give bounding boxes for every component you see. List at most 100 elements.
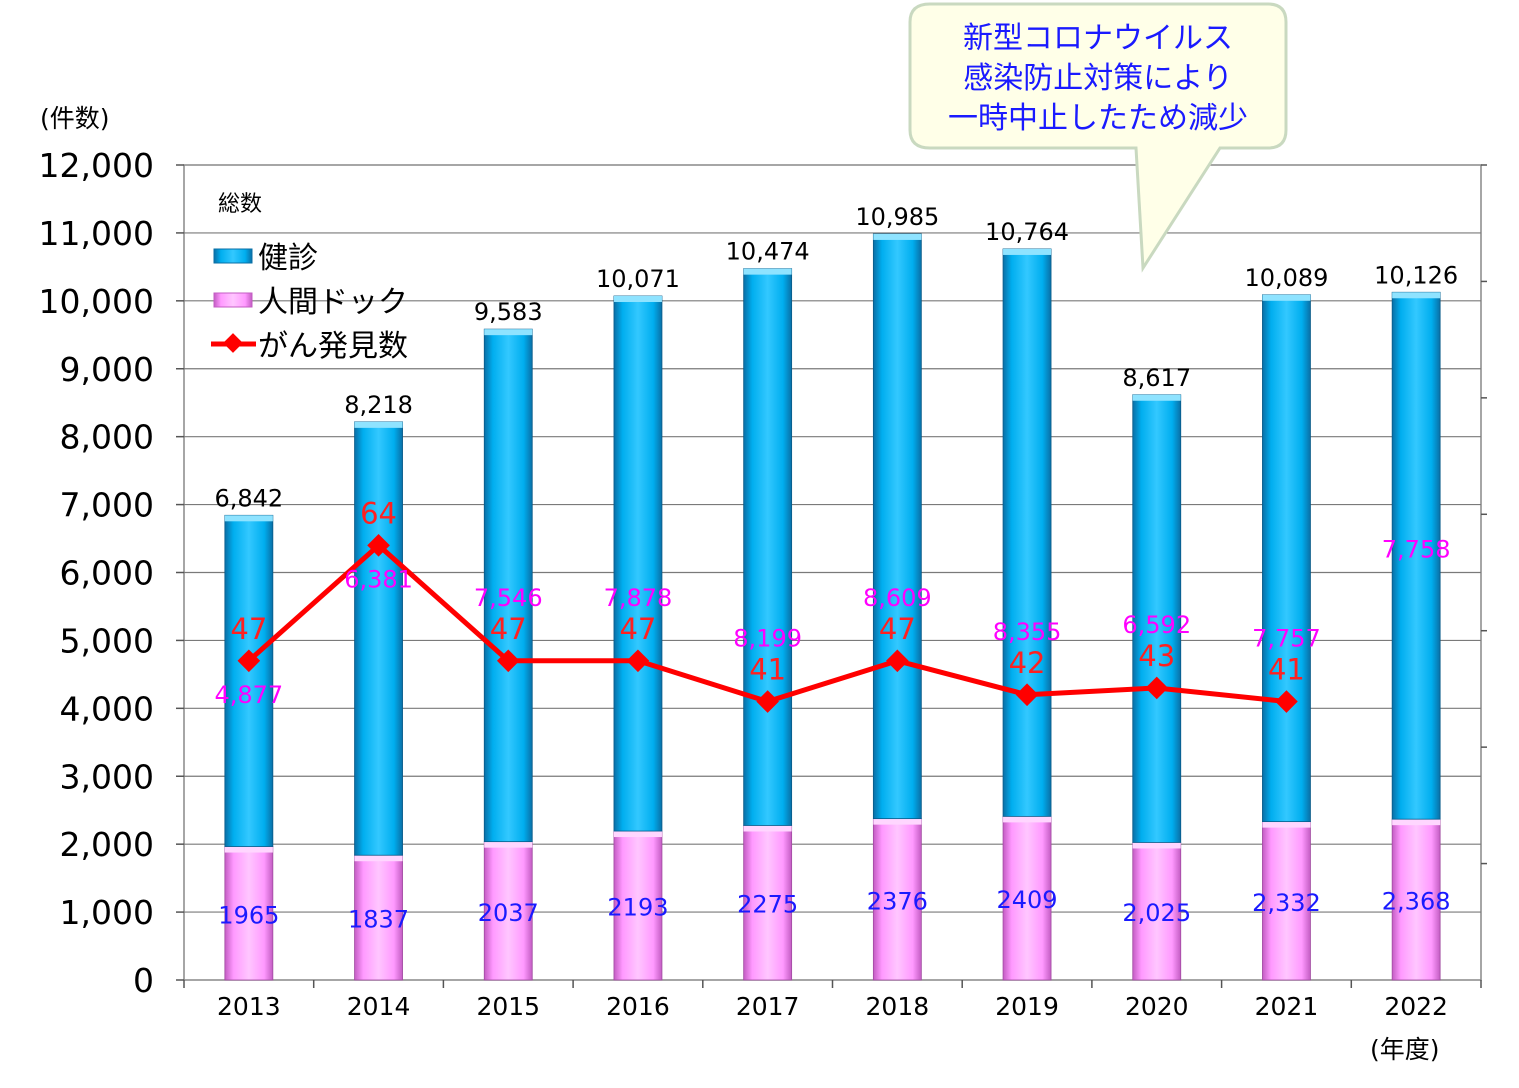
y-tick-label: 5,000 xyxy=(60,621,154,660)
bar-kenshin xyxy=(1132,394,1182,843)
kenshin-label: 8,355 xyxy=(993,618,1062,646)
cancer-point xyxy=(367,534,390,557)
cancer-label: 41 xyxy=(749,653,786,687)
x-tick-label: 2018 xyxy=(866,992,930,1021)
dock-label: 2,368 xyxy=(1382,888,1451,916)
x-axis-label: (年度) xyxy=(1370,1035,1440,1064)
bar-kenshin xyxy=(224,514,274,847)
x-tick-label: 2020 xyxy=(1125,992,1189,1021)
bar-dock-cap xyxy=(484,841,533,848)
kenshin-label: 8,199 xyxy=(733,625,802,653)
cancer-label: 47 xyxy=(879,612,916,646)
bar-dock-cap xyxy=(1003,816,1052,823)
total-label: 10,474 xyxy=(726,238,810,266)
bar-dock xyxy=(613,830,663,981)
legend-swatch-kenshin xyxy=(213,248,253,264)
legend-label-kenshin: 健診 xyxy=(258,241,318,276)
bar-kenshin-cap xyxy=(1003,248,1052,255)
dock-label: 2,332 xyxy=(1252,889,1321,917)
callout-line-1: 新型コロナウイルス xyxy=(963,21,1233,56)
x-axis-ticks: 2013 2014 2015 2016 2017 2018 2019 2020 2021 2022 xyxy=(183,980,1482,1021)
bar-kenshin-cap xyxy=(1132,394,1181,401)
dock-label: 2193 xyxy=(607,894,668,922)
total-label: 10,126 xyxy=(1374,261,1458,289)
x-tick-label: 2021 xyxy=(1255,992,1319,1021)
bar-dock xyxy=(224,846,274,981)
total-label: 8,218 xyxy=(344,391,413,419)
callout: 新型コロナウイルス 感染防止対策により 一時中止したため減少 xyxy=(908,2,1288,273)
x-tick-label: 2022 xyxy=(1384,992,1448,1021)
bar-kenshin-cap xyxy=(1392,292,1441,299)
bar-kenshin xyxy=(1262,294,1311,823)
total-label: 10,071 xyxy=(596,265,680,293)
bar-dock xyxy=(743,825,793,981)
cancer-label: 41 xyxy=(1268,653,1305,687)
y-tick-label: 1,000 xyxy=(60,893,154,932)
kenshin-label: 7,546 xyxy=(474,584,543,612)
total-label: 9,583 xyxy=(474,298,543,326)
y-tick-label: 11,000 xyxy=(39,214,154,253)
cancer-label: 47 xyxy=(490,612,527,646)
y-tick-label: 3,000 xyxy=(60,757,154,796)
cancer-point xyxy=(756,690,779,713)
bar-dock xyxy=(1002,815,1052,981)
dock-label: 2,025 xyxy=(1122,899,1191,927)
cancer-point xyxy=(1275,690,1298,713)
cancer-label: 43 xyxy=(1138,639,1175,673)
data-labels: 6,842 1965 8,218 1837 9,583 2037 10,071 2193 10,… xyxy=(214,203,1458,934)
bar-kenshin-cap xyxy=(354,421,403,428)
bar-kenshin-cap xyxy=(613,296,662,303)
bar-kenshin xyxy=(743,268,793,826)
y-tick-label: 4,000 xyxy=(60,689,154,728)
legend-swatch-dock xyxy=(213,292,253,308)
legend-swatch-cancer-marker xyxy=(223,333,243,353)
total-label: 10,985 xyxy=(855,203,939,231)
kenshin-label: 7,878 xyxy=(604,584,673,612)
cancer-point xyxy=(626,649,650,673)
bar-dock xyxy=(872,818,922,981)
bar-dock-cap xyxy=(1392,819,1441,826)
callout-bubble xyxy=(908,2,1288,273)
bar-dock xyxy=(483,841,533,981)
bar-dock-cap xyxy=(613,831,662,838)
y-axis-ticks: 0 1,000 2,000 3,000 4,000 5,000 6,000 7,000 8,00… xyxy=(39,146,1487,1000)
y-tick-label: 10,000 xyxy=(39,282,154,321)
dock-label: 2376 xyxy=(867,887,928,915)
bar-kenshin xyxy=(872,233,922,820)
bar-kenshin-cap xyxy=(224,515,273,522)
kenshin-label: 7,757 xyxy=(1252,625,1321,653)
kenshin-label: 7,758 xyxy=(1382,535,1451,563)
bar-dock-cap xyxy=(1262,821,1311,828)
bar-kenshin-cap xyxy=(1262,294,1311,301)
bar-kenshin xyxy=(354,421,403,856)
cancer-label: 47 xyxy=(619,612,656,646)
legend: 総数 健診 人間ドック がん発見数 xyxy=(211,192,408,364)
callout-line-3: 一時中止したため減少 xyxy=(948,101,1248,136)
cancer-label: 64 xyxy=(360,496,397,530)
bar-kenshin xyxy=(613,295,663,832)
bar-dock-cap xyxy=(873,818,922,825)
dock-label: 2037 xyxy=(478,899,539,927)
cancer-point xyxy=(886,649,909,673)
total-label: 8,617 xyxy=(1122,364,1191,392)
y-tick-label: 8,000 xyxy=(60,418,154,457)
dock-label: 1965 xyxy=(218,901,279,929)
legend-label-dock: 人間ドック xyxy=(258,285,408,320)
y-tick-label: 0 xyxy=(133,961,154,1000)
total-label: 6,842 xyxy=(214,484,283,512)
total-label: 10,764 xyxy=(985,218,1069,246)
kenshin-label: 4,877 xyxy=(214,681,283,709)
cancer-point xyxy=(496,649,520,673)
x-tick-label: 2014 xyxy=(347,992,411,1021)
y-tick-label: 2,000 xyxy=(60,825,154,864)
kenshin-label: 6,381 xyxy=(344,565,413,593)
bar-dock xyxy=(1391,818,1441,981)
x-tick-label: 2019 xyxy=(995,992,1059,1021)
x-tick-label: 2013 xyxy=(217,992,281,1021)
x-tick-label: 2017 xyxy=(736,992,800,1021)
y-tick-label: 9,000 xyxy=(60,350,154,389)
bar-dock xyxy=(1262,821,1311,981)
callout-line-2: 感染防止対策により xyxy=(963,61,1232,96)
kenshin-label: 8,609 xyxy=(863,584,932,612)
kenshin-label: 6,592 xyxy=(1122,611,1191,639)
